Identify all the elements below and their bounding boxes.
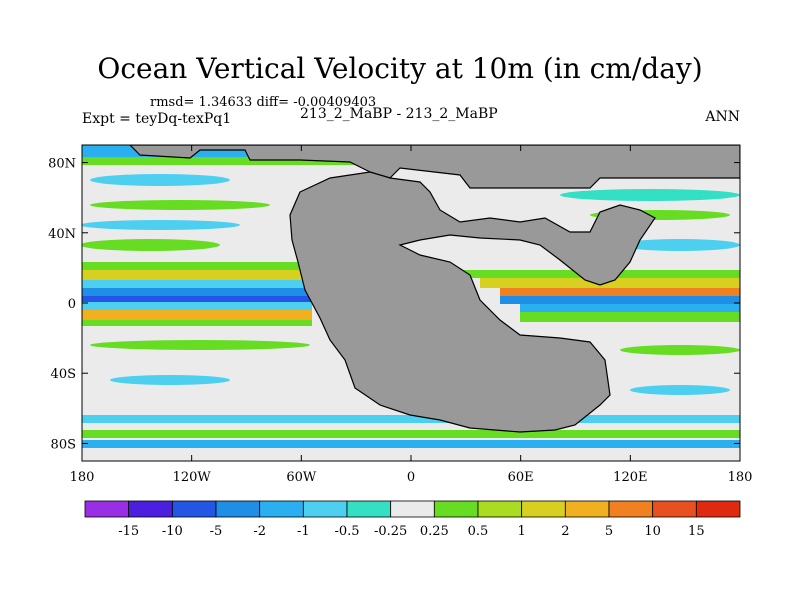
colorbar-label: 10 (644, 524, 661, 539)
x-tick-label: 180 (728, 470, 753, 485)
band-spac-4 (630, 385, 730, 395)
band-subtrop-n (82, 239, 220, 251)
colorbar-label: -10 (162, 524, 183, 539)
band-npac-3 (90, 200, 270, 210)
band-trop-6 (82, 320, 312, 326)
experiment-label: Expt = teyDq-texPq1 (82, 111, 232, 127)
band-trop-1 (82, 262, 312, 270)
colorbar-swatch (608, 500, 654, 518)
x-tick-label: 0 (407, 470, 415, 485)
band-equator-2 (82, 296, 312, 302)
colorbar-label: -5 (210, 524, 223, 539)
colorbar-swatch (695, 500, 741, 518)
band-trop-5 (82, 310, 312, 320)
colorbar-label: 15 (688, 524, 705, 539)
band-south-3 (82, 440, 740, 448)
band-io-5 (520, 304, 740, 312)
band-south-2 (82, 430, 740, 438)
colorbar-swatch (128, 500, 173, 518)
band-spac-3 (620, 345, 740, 355)
band-spac-1 (90, 340, 310, 350)
band-npac-2 (560, 189, 740, 201)
colorbar-swatch (259, 500, 304, 518)
band-spac-2 (110, 375, 230, 385)
colorbar-swatch (564, 500, 610, 518)
band-npac-4 (82, 220, 240, 230)
colorbar-swatch (302, 500, 348, 518)
colorbar-label: 0.5 (468, 524, 489, 539)
colorbar-label: 2 (561, 524, 569, 539)
colorbar-label: 0.25 (420, 524, 449, 539)
colorbar-swatch (521, 500, 566, 518)
band-npac-1 (90, 174, 230, 186)
band-io-6 (520, 312, 740, 322)
stats-label: rmsd= 1.34633 diff= -0.00409403 (150, 95, 377, 110)
y-tick-label: 0 (68, 297, 76, 312)
y-tick-label: 80N (48, 157, 76, 172)
colorbar-swatch (171, 500, 217, 518)
x-tick-label: 120E (613, 470, 647, 485)
season-label: ANN (705, 109, 740, 125)
x-tick-label: 60W (286, 470, 317, 485)
band-south-1 (82, 415, 740, 423)
colorbar-swatch (346, 500, 392, 518)
band-subtrop-n-2 (620, 239, 740, 251)
colorbar-label: -0.5 (334, 524, 359, 539)
case-label: 213_2_MaBP - 213_2_MaBP (300, 106, 498, 122)
x-tick-label: 180 (70, 470, 95, 485)
colorbar: -15 -10 -5 -2 -1 -0.5 -0.25 0.25 0.5 1 2 5 10 15 (84, 500, 741, 539)
band-trop-2 (82, 270, 312, 280)
colorbar-swatch (652, 500, 697, 518)
band-trop-4 (82, 302, 312, 310)
band-io-2 (480, 278, 740, 288)
colorbar-label: -0.25 (374, 524, 407, 539)
y-tick-label: 40N (48, 227, 76, 242)
band-equator-1 (82, 288, 312, 296)
x-tick-label: 120W (173, 470, 212, 485)
colorbar-label: 5 (605, 524, 613, 539)
y-axis: 80N 40N 0 40S 80S (48, 157, 740, 452)
colorbar-label: -15 (118, 524, 139, 539)
land-supercontinent (289, 171, 656, 433)
y-tick-label: 40S (51, 367, 76, 382)
map-plot-area (82, 145, 740, 461)
band-trop-3 (82, 280, 312, 288)
colorbar-label: 1 (518, 524, 526, 539)
band-io-4 (500, 296, 740, 304)
x-tick-label: 60E (508, 470, 534, 485)
x-axis: 180 120W 60W 0 60E 120E 180 (70, 145, 753, 485)
colorbar-swatch (390, 500, 435, 518)
band-io-3 (500, 288, 740, 296)
y-tick-label: 80S (51, 437, 76, 452)
colorbar-swatch (433, 500, 479, 518)
colorbar-swatch (84, 500, 130, 518)
colorbar-swatch (215, 500, 261, 518)
colorbar-label: -2 (253, 524, 266, 539)
colorbar-swatch (477, 500, 523, 518)
colorbar-label: -1 (297, 524, 310, 539)
chart-title: Ocean Vertical Velocity at 10m (in cm/da… (97, 52, 703, 85)
